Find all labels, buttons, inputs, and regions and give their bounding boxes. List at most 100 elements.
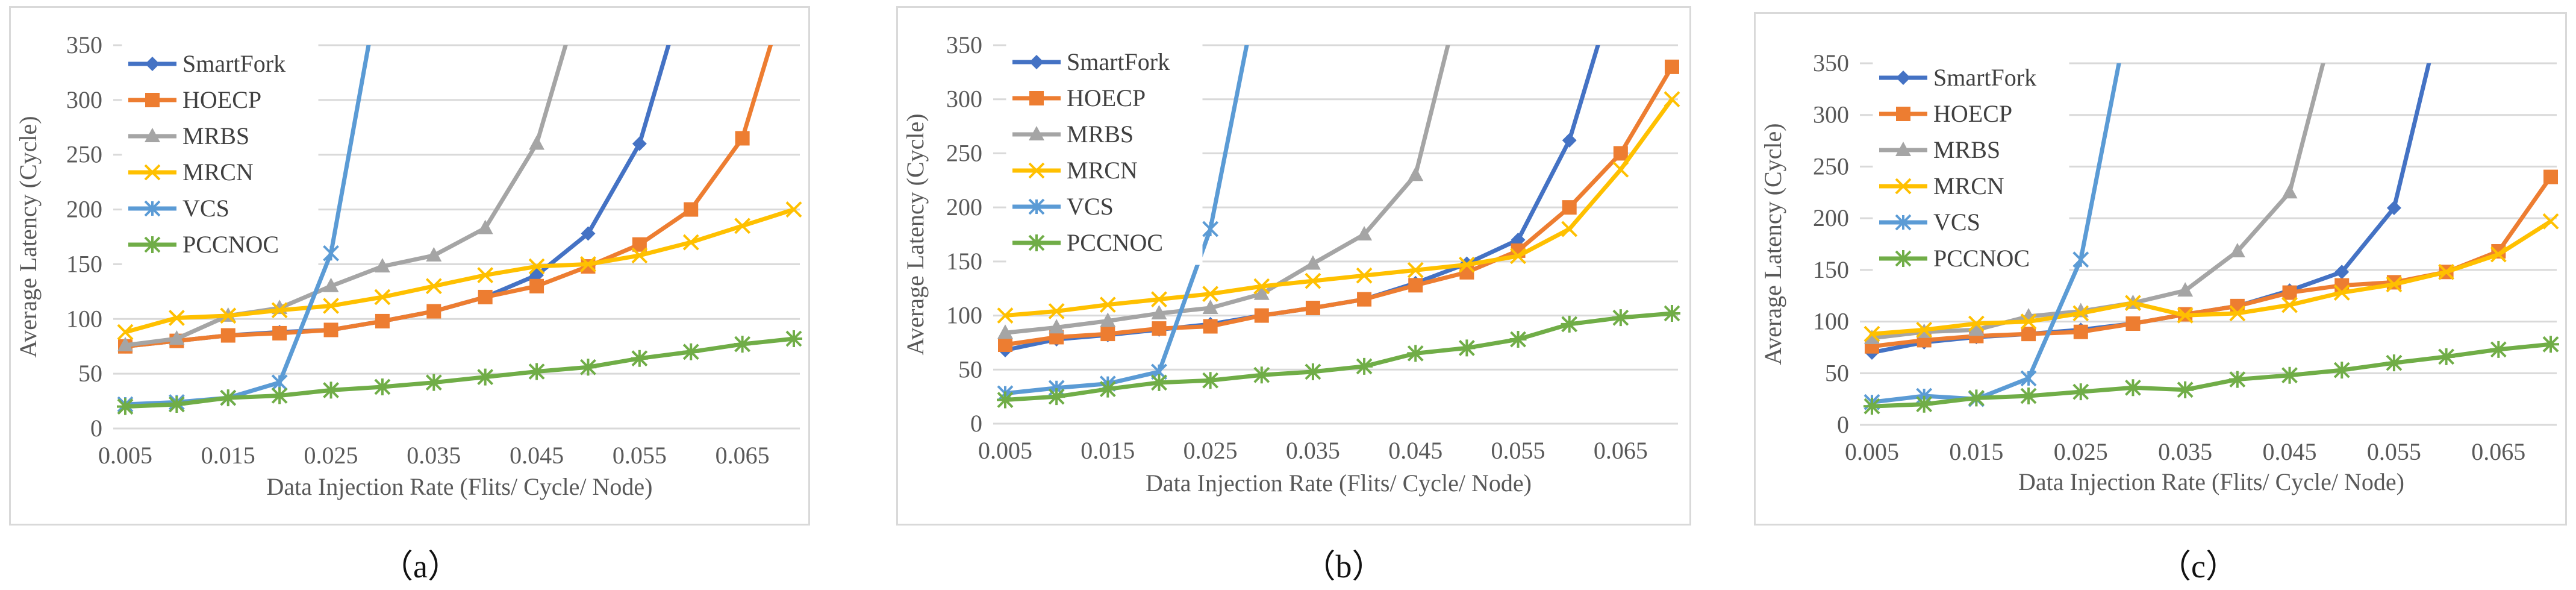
data-point-hoecp [426,304,441,319]
data-point-hoecp [272,325,287,341]
data-point-hoecp [529,278,544,293]
series-line-mrcn [1871,219,2552,336]
data-point-pccnoc [785,330,802,347]
data-point-pccnoc [1356,357,1373,375]
data-point-hoecp [1562,200,1577,215]
x-tick-label: 0.015 [1081,437,1135,464]
data-point-pccnoc [271,387,288,404]
y-tick-label: 100 [66,305,102,332]
y-tick-label: 350 [66,31,102,58]
legend-box [1873,54,2069,281]
data-point-mrbs [529,135,545,150]
y-tick-label: 300 [946,86,982,113]
data-point-mrcn [271,302,288,319]
data-point-smartfork [581,226,596,241]
x-tick-label: 0.005 [98,442,152,469]
data-point-mrcn [220,307,237,324]
legend: SmartFork HOECP MRBS MRCN VCS PCCNOC [1006,39,1203,265]
legend-label-smartfork: SmartFork [182,50,285,77]
legend-label-mrbs: MRBS [182,122,249,149]
data-point-mrcn [528,258,545,275]
legend-label-mrcn: MRCN [1933,172,2004,199]
data-point-pccnoc [2020,388,2038,404]
data-point-mrcn [1151,291,1167,308]
legend-label-vcs: VCS [1067,193,1114,220]
y-tick-label: 150 [1813,256,1849,283]
data-point-pccnoc [1612,309,1629,327]
data-point-mrcn [2490,246,2507,263]
x-axis-label: Data Injection Rate (Flits/ Cycle/ Node) [1146,469,1532,497]
chart-panel-b: 0 50 100 150 200 250 300 350 0.005 0.015 0.025 0.03… [896,6,1691,526]
data-point-pccnoc [997,391,1014,409]
x-tick-label: 0.045 [1388,437,1442,464]
data-point-mrbs [477,219,493,234]
x-tick-label: 0.025 [2054,438,2108,465]
data-point-hoecp [2282,285,2297,300]
data-point-pccnoc [1561,315,1578,333]
legend-marker-hoecp [1896,107,1910,121]
data-point-mrcn [785,201,802,218]
data-point-mrcn [117,324,134,341]
data-point-hoecp [735,131,750,146]
data-point-hoecp [1254,308,1269,323]
data-point-mrcn [734,218,751,234]
data-point-pccnoc [425,374,443,391]
legend-marker-vcs [144,200,161,217]
legend-label-mrbs: MRBS [1067,121,1134,148]
legend-label-pccnoc: PCCNOC [182,231,279,258]
data-point-mrbs [323,277,339,292]
data-point-mrbs [1968,321,1985,336]
y-tick-label: 250 [66,141,102,168]
data-point-pccnoc [1253,366,1270,384]
series-line-pccnoc [1871,342,2551,409]
data-point-mrcn [1916,321,1933,338]
x-tick-label: 0.055 [2367,438,2421,465]
series-line-pccnoc [1005,311,1673,403]
y-axis-label: Average Latency (Cycle) [902,113,929,355]
data-point-pccnoc [117,398,134,415]
data-point-mrcn [1664,91,1680,108]
y-tick-label: 200 [1813,204,1849,231]
data-point-mrbs [2177,282,2194,297]
data-point-mrcn [2333,284,2350,301]
data-point-pccnoc [1407,345,1424,362]
legend-marker-pccnoc [144,236,161,253]
x-tick-label: 0.035 [407,442,461,469]
data-point-mrbs [374,258,390,273]
data-point-pccnoc [1968,389,1985,407]
data-point-mrcn [2542,213,2559,230]
x-tick-label: 0.065 [1594,437,1648,464]
x-tick-label: 0.065 [716,442,770,469]
legend-label-mrcn: MRCN [1067,157,1138,184]
data-point-hoecp [1459,265,1474,280]
data-point-mrcn [2125,295,2141,312]
series-line-pccnoc [125,336,794,409]
legend-marker-mrbs [1029,126,1044,140]
data-point-mrcn [425,278,442,295]
legend-marker-vcs [1895,214,1912,231]
legend-marker-smartfork [145,57,160,71]
data-point-pccnoc [2542,336,2559,353]
legend-label-pccnoc: PCCNOC [1067,229,1163,256]
data-point-pccnoc [322,381,340,399]
x-axis-label: Data Injection Rate (Flits/ Cycle/ Node) [2018,468,2404,495]
legend-marker-mrcn [1895,178,1912,195]
data-point-mrcn [1612,161,1629,178]
data-point-mrcn [2177,307,2194,324]
data-point-mrbs [2229,243,2245,257]
y-axis-label: Average Latency (Cycle) [1759,123,1786,365]
legend-marker-smartfork [1896,71,1910,85]
data-point-mrcn [1202,286,1219,303]
data-point-hoecp [1152,321,1167,336]
plot-area [1863,63,2559,415]
data-point-pccnoc [219,389,237,407]
data-point-hoecp [478,289,493,304]
legend-box [1006,39,1203,265]
data-point-hoecp [2125,316,2141,331]
data-point-mrcn [2386,276,2403,293]
y-tick-label: 50 [958,356,982,383]
legend-label-pccnoc: PCCNOC [1933,245,2030,272]
legend-marker-mrbs [145,128,160,142]
y-tick-label: 200 [66,196,102,223]
data-point-mrcn [1458,256,1475,273]
